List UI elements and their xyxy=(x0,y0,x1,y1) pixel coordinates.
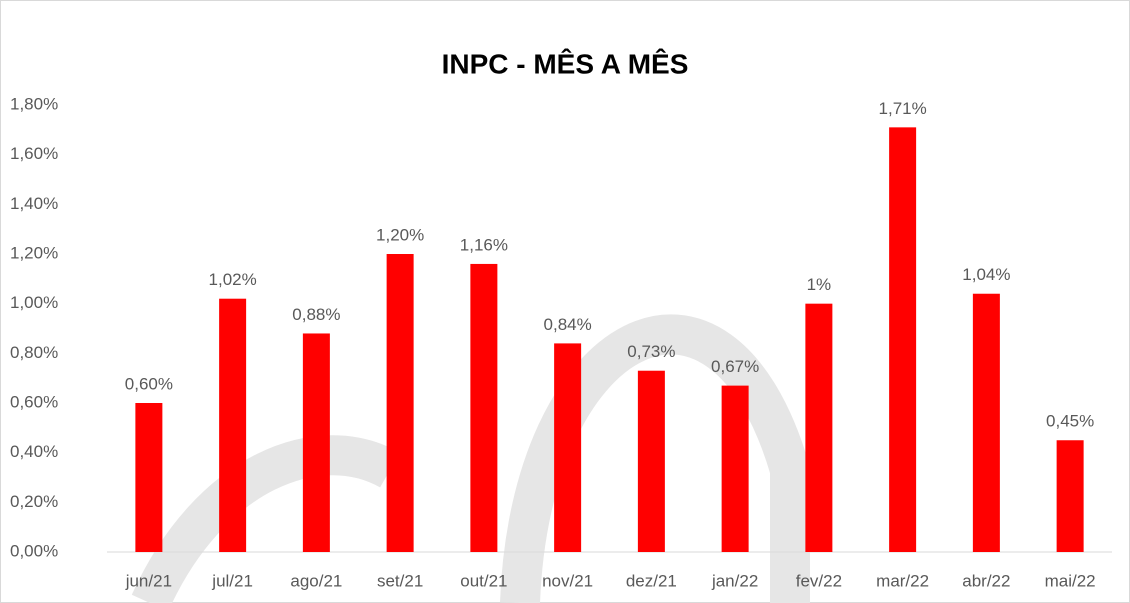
data-label: 0,67% xyxy=(711,357,759,376)
x-tick-label: jun/21 xyxy=(125,571,172,590)
x-tick-label: fev/22 xyxy=(796,571,842,590)
watermark xyxy=(131,435,400,603)
x-tick-label: ago/21 xyxy=(290,571,342,590)
data-label: 1,02% xyxy=(209,270,257,289)
bar xyxy=(721,385,749,552)
bar xyxy=(805,303,833,552)
y-tick-label: 0,80% xyxy=(10,343,58,362)
data-label: 1,04% xyxy=(962,265,1010,284)
y-tick-label: 1,80% xyxy=(10,94,58,113)
bar xyxy=(972,293,1000,552)
y-tick-label: 0,60% xyxy=(10,392,58,411)
data-label: 0,84% xyxy=(544,315,592,334)
x-tick-label: dez/21 xyxy=(626,571,677,590)
bar xyxy=(135,403,163,552)
bar xyxy=(554,343,582,552)
y-tick-label: 1,00% xyxy=(10,293,58,312)
bar xyxy=(470,263,498,552)
data-label: 0,88% xyxy=(292,305,340,324)
chart-title: INPC - MÊS A MÊS xyxy=(442,48,689,79)
x-tick-label: mai/22 xyxy=(1045,571,1096,590)
y-tick-label: 0,00% xyxy=(10,541,58,560)
data-label: 0,60% xyxy=(125,374,173,393)
watermark xyxy=(500,314,810,603)
data-label: 1% xyxy=(807,275,832,294)
x-tick-label: mar/22 xyxy=(876,571,929,590)
bar xyxy=(1056,440,1084,552)
bar xyxy=(889,127,917,552)
x-tick-label: jul/21 xyxy=(211,571,253,590)
y-tick-label: 1,40% xyxy=(10,194,58,213)
y-tick-label: 0,40% xyxy=(10,442,58,461)
y-tick-label: 1,60% xyxy=(10,144,58,163)
data-label: 1,20% xyxy=(376,225,424,244)
data-label: 0,45% xyxy=(1046,412,1094,431)
data-label: 1,16% xyxy=(460,235,508,254)
bar xyxy=(637,370,665,552)
y-tick-label: 0,20% xyxy=(10,492,58,511)
x-tick-label: set/21 xyxy=(377,571,423,590)
x-tick-label: abr/22 xyxy=(962,571,1010,590)
x-tick-label: nov/21 xyxy=(542,571,593,590)
bar xyxy=(302,333,330,552)
data-label: 0,73% xyxy=(627,342,675,361)
data-label: 1,71% xyxy=(879,99,927,118)
x-tick-label: out/21 xyxy=(460,571,507,590)
x-tick-label: jan/22 xyxy=(711,571,758,590)
bar xyxy=(386,254,414,552)
y-tick-label: 1,20% xyxy=(10,243,58,262)
bar xyxy=(219,298,247,552)
